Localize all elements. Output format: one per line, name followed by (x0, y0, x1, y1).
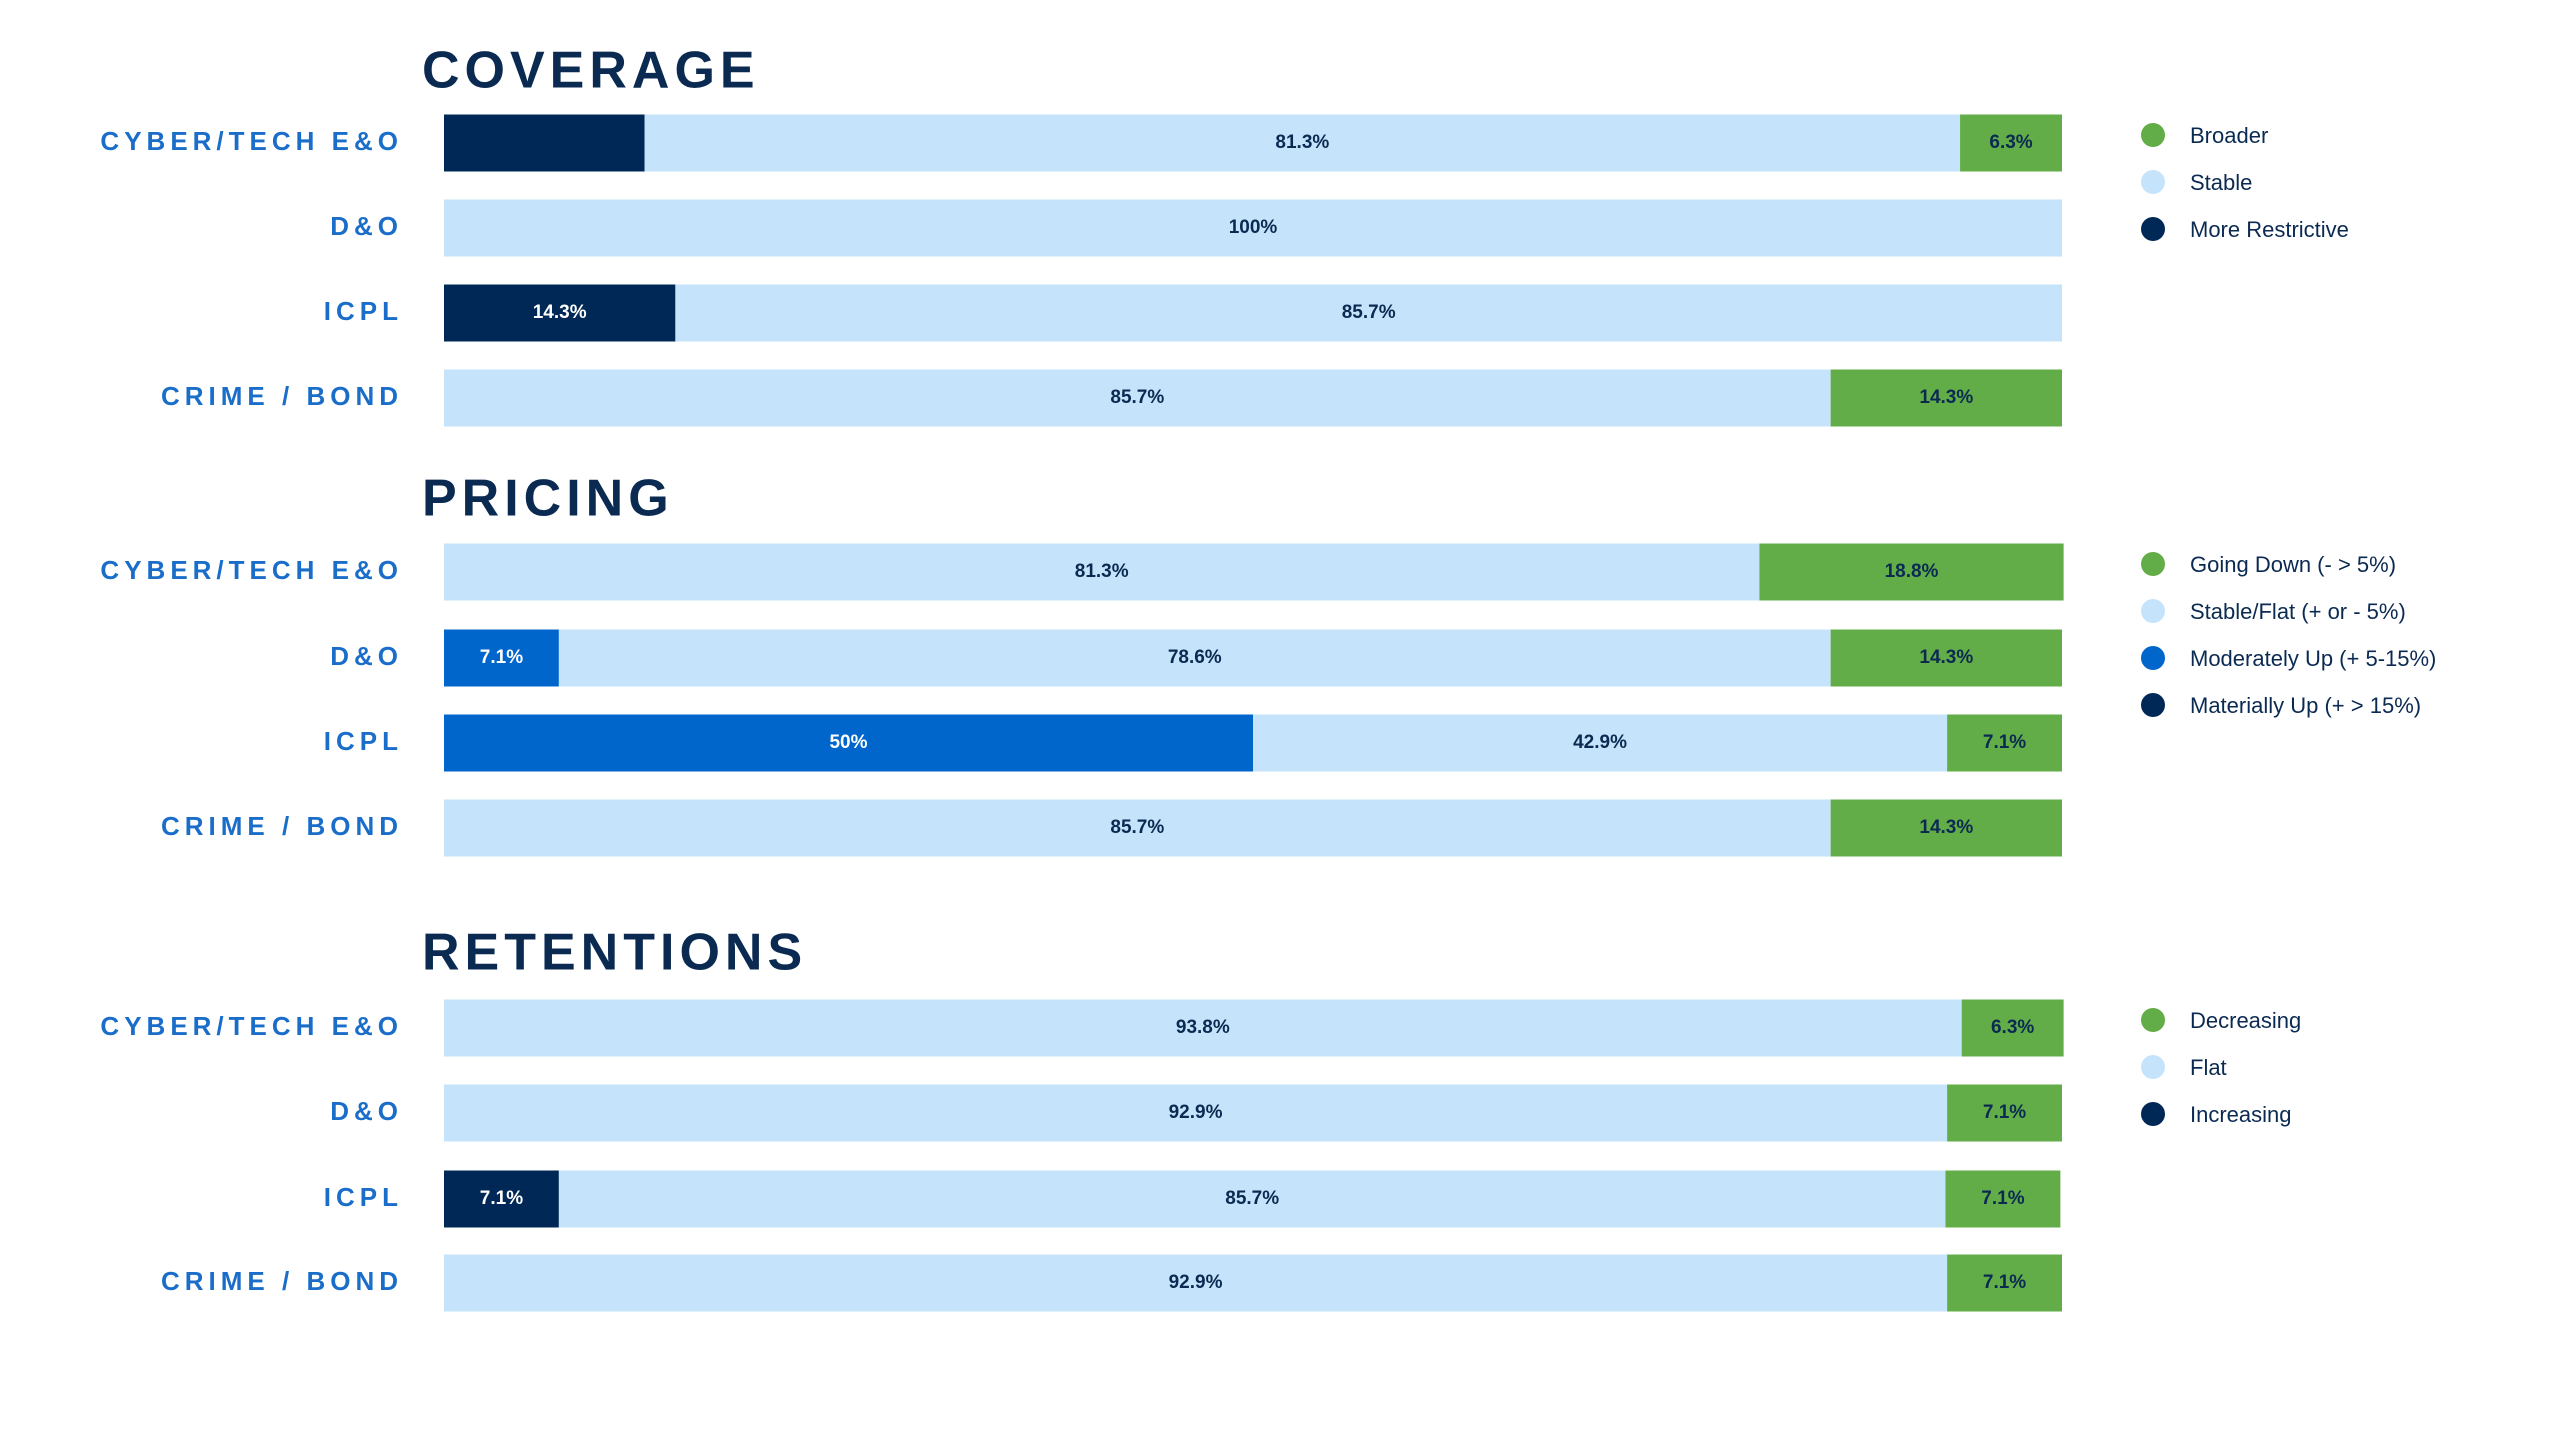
category-label: CRIME / BOND (161, 1266, 403, 1296)
value-label: 7.1% (1981, 1188, 2024, 1209)
bar-segment (1947, 1084, 2062, 1142)
legend-marker (2141, 217, 2165, 241)
category-label: ICPL (324, 1182, 403, 1212)
category-label: CYBER/TECH E&O (100, 555, 403, 585)
bar-segment (444, 369, 1831, 427)
value-label: 92.9% (1169, 1102, 1223, 1123)
legend-label: Going Down (- > 5%) (2190, 552, 2396, 577)
value-label: 85.7% (1225, 1188, 1279, 1209)
legend-label: Moderately Up (+ 5-15%) (2190, 646, 2436, 671)
value-label: 85.7% (1342, 302, 1396, 323)
bar-segment (444, 1254, 1948, 1312)
bar-segment (1830, 799, 2062, 857)
category-label: CRIME / BOND (161, 811, 403, 841)
value-label: 81.3% (1075, 561, 1129, 582)
bar-segment (444, 114, 645, 172)
section-title: RETENTIONS (422, 924, 807, 982)
value-label: 14.3% (533, 302, 587, 323)
bar-segment (1961, 999, 2064, 1057)
value-label: 50% (829, 732, 867, 753)
bar-segment (444, 629, 559, 687)
legend-label: Stable (2190, 170, 2252, 195)
bar-segment (444, 1084, 1948, 1142)
legend-label: Decreasing (2190, 1008, 2301, 1033)
category-label: D&O (330, 211, 403, 241)
legend-label: Flat (2190, 1055, 2227, 1080)
legend-marker (2141, 552, 2165, 576)
bar-segment (1830, 629, 2062, 687)
bar-segment (1947, 1254, 2062, 1312)
value-label: 7.1% (1983, 1102, 2026, 1123)
bar-segment (1830, 369, 2062, 427)
value-label: 7.1% (1983, 1272, 2026, 1293)
legend-marker (2141, 646, 2165, 670)
value-label: 100% (1229, 217, 1278, 238)
value-label: 85.7% (1110, 817, 1164, 838)
bar-segment (644, 114, 1961, 172)
value-label: 14.3% (1919, 647, 1973, 668)
bar-segment (444, 543, 1760, 601)
category-label: CYBER/TECH E&O (100, 126, 403, 156)
value-label: 14.3% (1919, 387, 1973, 408)
section-title: PRICING (422, 470, 674, 528)
legend-marker (2141, 693, 2165, 717)
value-label: 18.8% (1885, 561, 1939, 582)
value-label: 14.3% (1919, 817, 1973, 838)
bar-segment (444, 999, 1962, 1057)
value-label: 92.9% (1169, 1272, 1223, 1293)
value-label: 93.8% (1176, 1017, 1230, 1038)
legend-label: Stable/Flat (+ or - 5%) (2190, 599, 2406, 624)
category-label: D&O (330, 641, 403, 671)
bar-segment (444, 799, 1831, 857)
bar-segment (1960, 114, 2062, 172)
bar-segment (558, 1170, 1946, 1228)
category-label: CYBER/TECH E&O (100, 1011, 403, 1041)
category-label: ICPL (324, 726, 403, 756)
bar-segment (558, 629, 1831, 687)
legend-label: Increasing (2190, 1102, 2292, 1127)
legend-marker (2141, 1008, 2165, 1032)
bar-segment (675, 284, 2062, 342)
value-label: 7.1% (480, 647, 523, 668)
bar-segment (444, 284, 676, 342)
bar-segment (444, 714, 1253, 772)
bar-segment (1945, 1170, 2061, 1228)
category-label: D&O (330, 1096, 403, 1126)
value-label: 42.9% (1573, 732, 1627, 753)
category-label: CRIME / BOND (161, 381, 403, 411)
value-label: 6.3% (1991, 1017, 2034, 1038)
bar-segment (444, 199, 2062, 257)
value-label: 7.1% (480, 1188, 523, 1209)
legend-label: More Restrictive (2190, 217, 2349, 242)
legend-marker (2141, 1102, 2165, 1126)
legend-marker (2141, 170, 2165, 194)
legend-marker (2141, 599, 2165, 623)
legend-marker (2141, 1055, 2165, 1079)
value-label: 6.3% (1989, 132, 2032, 153)
legend-label: Broader (2190, 123, 2268, 148)
value-label: 7.1% (1983, 732, 2026, 753)
legend-label: Materially Up (+ > 15%) (2190, 693, 2421, 718)
bar-segment (1759, 543, 2064, 601)
bar-segment (1947, 714, 2062, 772)
section-title: COVERAGE (422, 42, 760, 100)
value-label: 85.7% (1110, 387, 1164, 408)
value-label: 81.3% (1275, 132, 1329, 153)
bar-segment (444, 1170, 559, 1228)
legend-marker (2141, 123, 2165, 147)
category-label: ICPL (324, 296, 403, 326)
bar-segment (1253, 714, 1948, 772)
value-label: 78.6% (1168, 647, 1222, 668)
